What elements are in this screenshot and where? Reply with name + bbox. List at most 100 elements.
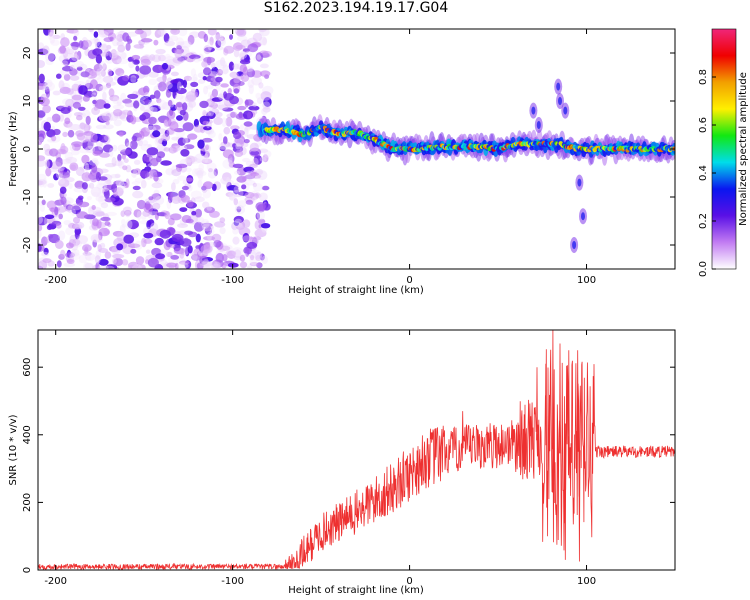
- noise-cell: [124, 138, 129, 147]
- noise-cell: [258, 82, 264, 89]
- noise-cell: [157, 99, 167, 110]
- noise-cell: [44, 217, 49, 227]
- noise-cell: [182, 122, 194, 132]
- noise-cell: [110, 174, 121, 179]
- noise-cell: [202, 190, 211, 199]
- noise-cell: [63, 73, 71, 81]
- noise-cell: [136, 95, 146, 101]
- y-tick-label: 0: [22, 567, 33, 573]
- noise-cell: [141, 112, 151, 120]
- noise-cell: [104, 197, 116, 203]
- noise-cell: [198, 250, 203, 257]
- noise-cell: [139, 170, 150, 178]
- noise-cell: [123, 234, 135, 244]
- noise-cell: [167, 83, 180, 93]
- noise-cell: [178, 29, 188, 37]
- noise-cell: [256, 97, 263, 104]
- noise-cell: [134, 29, 144, 35]
- noise-cell: [116, 101, 122, 107]
- noise-cell: [207, 29, 217, 36]
- noise-cell: [117, 44, 126, 53]
- noise-cell: [60, 107, 71, 114]
- noise-cell: [185, 218, 194, 224]
- noise-cell: [88, 29, 94, 33]
- noise-cell: [130, 75, 137, 83]
- noise-cell: [222, 149, 234, 159]
- noise-cell: [132, 190, 144, 199]
- noise-cell: [69, 75, 80, 81]
- noise-cell: [78, 201, 90, 208]
- noise-cell: [75, 166, 85, 177]
- noise-cell: [202, 110, 207, 117]
- noise-cell: [123, 182, 129, 189]
- noise-cell: [261, 50, 272, 58]
- noise-cell: [124, 102, 136, 108]
- noise-cell: [246, 241, 258, 249]
- noise-cell: [158, 81, 167, 92]
- noise-cell: [194, 167, 205, 176]
- noise-cell: [138, 140, 143, 147]
- noise-cell: [78, 40, 84, 49]
- noise-cell: [233, 88, 240, 94]
- noise-cell: [139, 65, 152, 75]
- noise-cell: [174, 94, 184, 100]
- noise-cell: [182, 136, 189, 145]
- noise-cell: [66, 242, 74, 249]
- noise-cell: [116, 243, 124, 251]
- noise-cell: [100, 52, 109, 57]
- snr-ticks: -200 -100 0 100 0 200 400 600: [22, 330, 675, 587]
- noise-cell: [44, 52, 56, 62]
- noise-cell: [233, 198, 239, 206]
- noise-cell: [148, 123, 154, 130]
- noise-cell: [243, 139, 250, 144]
- noise-cell: [101, 115, 111, 122]
- noise-cell: [46, 117, 53, 122]
- noise-cell: [228, 195, 237, 200]
- noise-cell: [238, 200, 247, 208]
- noise-cell: [220, 57, 226, 67]
- noise-cell: [214, 34, 224, 42]
- noise-cell: [104, 134, 110, 141]
- noise-cell: [94, 99, 107, 110]
- noise-cell: [43, 247, 49, 255]
- noise-cell: [185, 91, 197, 101]
- noise-cell: [247, 265, 253, 269]
- noise-cell: [141, 237, 147, 248]
- noise-cell: [179, 260, 190, 265]
- noise-cell: [72, 101, 81, 109]
- noise-cell: [73, 60, 84, 68]
- noise-cell: [242, 219, 251, 228]
- noise-cell: [252, 32, 263, 42]
- noise-cell: [248, 105, 260, 111]
- spectrogram-xlabel: Height of straight line (km): [288, 285, 424, 296]
- noise-cell: [232, 189, 244, 198]
- noise-cell: [110, 49, 117, 58]
- noise-cell: [197, 179, 203, 188]
- noise-cell: [133, 100, 140, 109]
- noise-cell: [156, 212, 167, 217]
- noise-cell: [210, 102, 219, 109]
- noise-cell: [148, 196, 154, 201]
- noise-cell: [175, 37, 184, 48]
- noise-cell: [103, 37, 114, 43]
- noise-cell: [208, 168, 213, 173]
- x-tick-label: 0: [406, 275, 412, 286]
- noise-cell: [234, 218, 242, 224]
- noise-cell: [215, 31, 221, 41]
- noise-cell: [81, 182, 88, 190]
- noise-cell: [192, 57, 201, 63]
- noise-cell: [142, 97, 150, 105]
- noise-cell: [148, 116, 157, 125]
- noise-cell: [215, 59, 227, 69]
- noise-cell: [77, 195, 84, 201]
- noise-cell: [76, 211, 88, 219]
- noise-cell: [38, 179, 47, 185]
- noise-cell: [97, 244, 102, 253]
- noise-cell: [190, 190, 202, 200]
- noise-cell: [247, 43, 259, 53]
- noise-cell: [233, 186, 240, 193]
- noise-cell: [52, 34, 61, 40]
- noise-cell: [71, 53, 79, 62]
- noise-cell: [120, 149, 132, 156]
